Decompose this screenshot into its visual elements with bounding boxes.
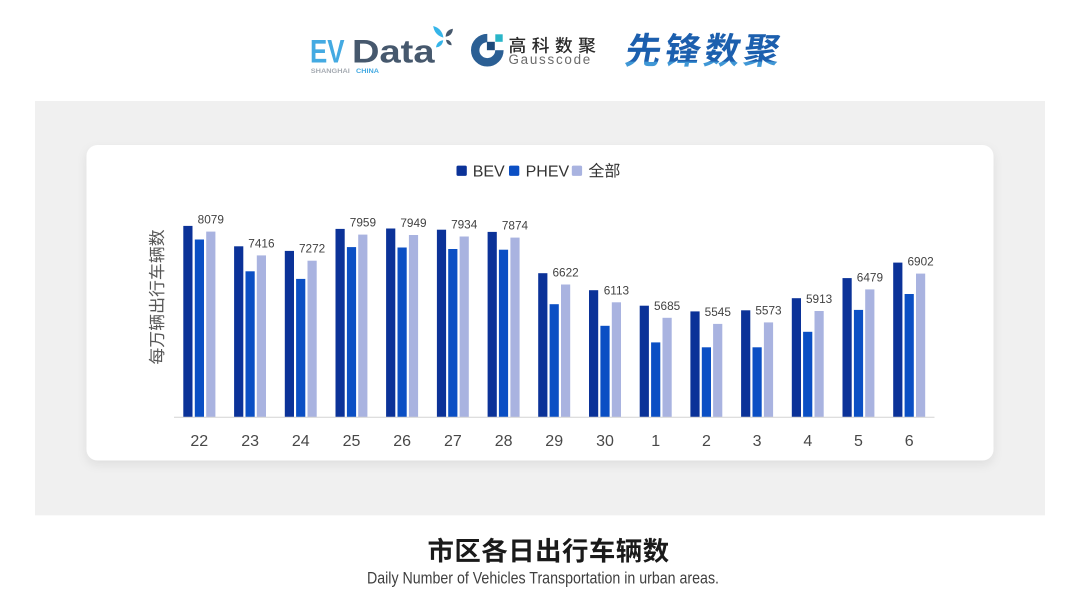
svg-text:30: 30 bbox=[596, 433, 614, 450]
svg-text:4: 4 bbox=[803, 433, 812, 450]
svg-text:23: 23 bbox=[241, 433, 259, 450]
svg-text:2: 2 bbox=[702, 433, 711, 450]
svg-text:Gausscode: Gausscode bbox=[509, 52, 593, 67]
svg-text:SHANGHAI: SHANGHAI bbox=[311, 68, 350, 75]
svg-text:6902: 6902 bbox=[907, 255, 933, 269]
svg-text:6479: 6479 bbox=[857, 270, 883, 284]
svg-text:8079: 8079 bbox=[198, 213, 224, 227]
svg-text:7949: 7949 bbox=[400, 216, 426, 230]
svg-text:EV: EV bbox=[310, 34, 345, 70]
svg-text:7874: 7874 bbox=[502, 219, 529, 233]
svg-text:27: 27 bbox=[444, 433, 462, 450]
svg-text:7934: 7934 bbox=[451, 218, 478, 232]
svg-text:Data: Data bbox=[352, 34, 435, 70]
svg-text:24: 24 bbox=[292, 433, 310, 450]
svg-text:7416: 7416 bbox=[248, 236, 275, 250]
svg-text:5573: 5573 bbox=[755, 303, 782, 317]
svg-text:26: 26 bbox=[393, 433, 411, 450]
svg-text:5685: 5685 bbox=[654, 299, 681, 313]
svg-text:Daily Number of Vehicles Trans: Daily Number of Vehicles Transportation … bbox=[367, 569, 719, 588]
svg-text:5: 5 bbox=[854, 433, 863, 450]
svg-text:6622: 6622 bbox=[552, 266, 578, 280]
svg-text:7959: 7959 bbox=[350, 216, 376, 230]
svg-text:BEV: BEV bbox=[473, 163, 505, 180]
svg-text:PHEV: PHEV bbox=[526, 163, 570, 180]
svg-text:5913: 5913 bbox=[806, 292, 833, 306]
svg-text:5545: 5545 bbox=[705, 305, 732, 319]
svg-text:25: 25 bbox=[343, 433, 361, 450]
svg-text:CHINA: CHINA bbox=[356, 68, 379, 75]
svg-text:28: 28 bbox=[495, 433, 513, 450]
svg-text:7272: 7272 bbox=[299, 242, 325, 256]
svg-text:3: 3 bbox=[753, 433, 762, 450]
svg-text:29: 29 bbox=[545, 433, 563, 450]
svg-text:1: 1 bbox=[651, 433, 660, 450]
svg-text:6: 6 bbox=[905, 433, 914, 450]
svg-text:6113: 6113 bbox=[604, 283, 630, 297]
svg-text:22: 22 bbox=[190, 433, 208, 450]
